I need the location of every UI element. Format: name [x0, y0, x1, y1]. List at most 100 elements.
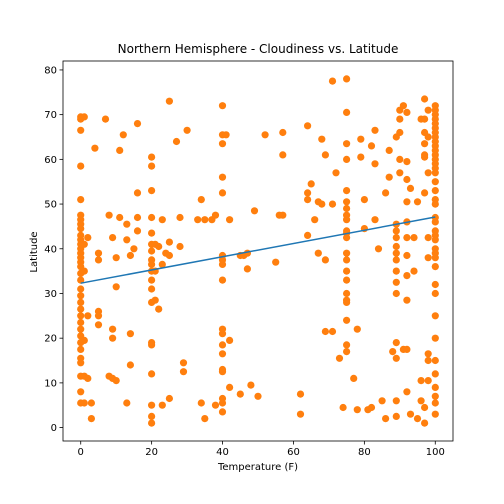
scatter-point	[431, 280, 439, 289]
scatter-point	[392, 267, 400, 275]
scatter-point	[133, 227, 142, 235]
scatter-point	[421, 115, 429, 123]
scatter-point	[367, 142, 376, 150]
scatter-point	[343, 249, 351, 257]
scatter-point	[392, 256, 400, 264]
scatter-point	[371, 216, 379, 224]
scatter-point	[197, 196, 205, 204]
scatter-point	[403, 158, 411, 166]
scatter-point	[77, 276, 85, 284]
scatter-point	[424, 350, 432, 358]
scatter-point	[172, 137, 181, 146]
scatter-point	[87, 415, 95, 423]
scatter-point	[392, 242, 400, 251]
scatter-point	[343, 155, 351, 163]
scatter-point	[211, 401, 220, 409]
scatter-point	[226, 336, 234, 344]
scatter-point	[385, 173, 393, 181]
scatter-point	[304, 231, 312, 239]
scatter-point	[279, 128, 287, 137]
scatter-point	[328, 200, 337, 208]
scatter-point	[148, 285, 156, 293]
scatter-point	[431, 392, 439, 400]
scatter-point	[343, 234, 351, 242]
scatter-point	[84, 312, 92, 320]
x-tick-label: 80	[358, 447, 371, 458]
scatter-point	[77, 285, 85, 293]
scatter-point	[211, 211, 220, 219]
scatter-point	[421, 403, 429, 412]
scatter-point	[343, 140, 351, 148]
scatter-point	[148, 153, 156, 161]
scatter-point	[417, 397, 425, 405]
scatter-point	[403, 108, 411, 116]
scatter-point	[406, 184, 415, 192]
scatter-point	[254, 392, 262, 400]
y-tick-label: 50	[44, 200, 57, 211]
scatter-point	[126, 330, 134, 338]
y-tick-label: 40	[44, 244, 57, 255]
scatter-point	[94, 321, 103, 329]
scatter-point	[431, 334, 439, 342]
scatter-point	[343, 187, 351, 195]
scatter-point	[382, 415, 390, 423]
scatter-point	[218, 140, 227, 148]
scatter-point	[77, 345, 85, 353]
regression-line-group	[80, 216, 436, 284]
scatter-point	[148, 419, 156, 427]
scatter-point	[332, 169, 340, 177]
scatter-point	[77, 162, 85, 170]
y-tick-label: 80	[44, 65, 57, 76]
scatter-point	[116, 146, 124, 154]
scatter-point	[133, 120, 142, 128]
x-tick-label: 60	[287, 447, 300, 458]
scatter-point	[343, 341, 351, 349]
scatter-point	[148, 370, 156, 378]
scatter-point	[109, 234, 117, 242]
scatter-point	[343, 216, 351, 224]
scatter-point	[343, 108, 351, 116]
scatter-point	[148, 187, 156, 195]
scatter-point	[392, 397, 400, 405]
scatter-point	[403, 198, 411, 206]
scatter-point	[431, 200, 439, 208]
scatter-point	[431, 236, 439, 244]
scatter-point	[343, 316, 351, 324]
scatter-point	[392, 289, 400, 298]
data-points	[77, 75, 439, 427]
scatter-point	[109, 334, 117, 342]
scatter-point	[148, 229, 156, 237]
scatter-point	[126, 251, 134, 260]
scatter-point	[339, 403, 347, 412]
scatter-point	[431, 383, 439, 391]
scatter-point	[80, 399, 88, 407]
scatter-point	[272, 258, 280, 266]
scatter-point	[424, 169, 432, 177]
scatter-point	[431, 399, 439, 407]
scatter-point	[77, 292, 85, 300]
scatter-point	[421, 419, 429, 427]
scatter-point	[421, 95, 429, 103]
scatter-point	[378, 397, 386, 405]
scatter-point	[77, 126, 85, 134]
scatter-point	[77, 196, 85, 204]
x-tick-label: 40	[216, 447, 229, 458]
scatter-point	[392, 234, 400, 242]
scatter-point	[385, 146, 393, 154]
scatter-point	[158, 216, 166, 224]
scatter-point	[218, 368, 227, 376]
scatter-point	[226, 383, 234, 391]
chart-title: Northern Hemisphere - Cloudiness vs. Lat…	[118, 42, 399, 56]
x-axis-label: Temperature (F)	[217, 462, 298, 473]
scatter-point	[424, 356, 432, 365]
scatter-point	[158, 260, 166, 268]
scatter-point	[321, 256, 329, 264]
scatter-point	[431, 187, 439, 195]
scatter-point	[77, 312, 85, 320]
scatter-point	[236, 390, 244, 398]
scatter-point	[77, 359, 85, 367]
scatter-point	[126, 361, 134, 369]
scatter-point	[424, 106, 432, 114]
x-tick-label: 0	[78, 447, 84, 458]
